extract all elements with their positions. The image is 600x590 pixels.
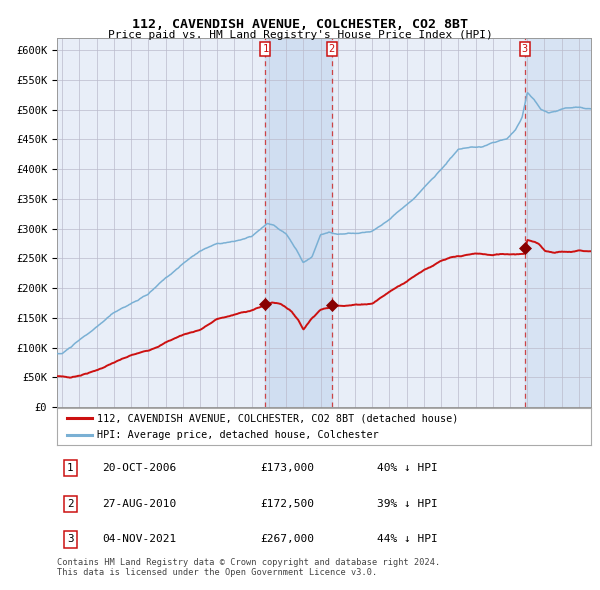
Bar: [524, 38, 600, 407]
Text: 3: 3: [67, 535, 74, 545]
Text: 44% ↓ HPI: 44% ↓ HPI: [377, 535, 438, 545]
Text: 2: 2: [67, 499, 74, 509]
Text: 2: 2: [329, 44, 335, 54]
Bar: [265, 38, 332, 407]
Text: £172,500: £172,500: [260, 499, 314, 509]
Text: 112, CAVENDISH AVENUE, COLCHESTER, CO2 8BT: 112, CAVENDISH AVENUE, COLCHESTER, CO2 8…: [132, 18, 468, 31]
Text: 112, CAVENDISH AVENUE, COLCHESTER, CO2 8BT (detached house): 112, CAVENDISH AVENUE, COLCHESTER, CO2 8…: [97, 414, 458, 423]
Text: £173,000: £173,000: [260, 463, 314, 473]
Text: Price paid vs. HM Land Registry's House Price Index (HPI): Price paid vs. HM Land Registry's House …: [107, 30, 493, 40]
Text: 39% ↓ HPI: 39% ↓ HPI: [377, 499, 438, 509]
Text: 3: 3: [521, 44, 527, 54]
Text: HPI: Average price, detached house, Colchester: HPI: Average price, detached house, Colc…: [97, 431, 379, 440]
Text: Contains HM Land Registry data © Crown copyright and database right 2024.
This d: Contains HM Land Registry data © Crown c…: [57, 558, 440, 577]
Text: 1: 1: [67, 463, 74, 473]
Text: 1: 1: [262, 44, 269, 54]
Text: 20-OCT-2006: 20-OCT-2006: [103, 463, 176, 473]
Text: 40% ↓ HPI: 40% ↓ HPI: [377, 463, 438, 473]
Text: 04-NOV-2021: 04-NOV-2021: [103, 535, 176, 545]
Text: 27-AUG-2010: 27-AUG-2010: [103, 499, 176, 509]
Text: £267,000: £267,000: [260, 535, 314, 545]
